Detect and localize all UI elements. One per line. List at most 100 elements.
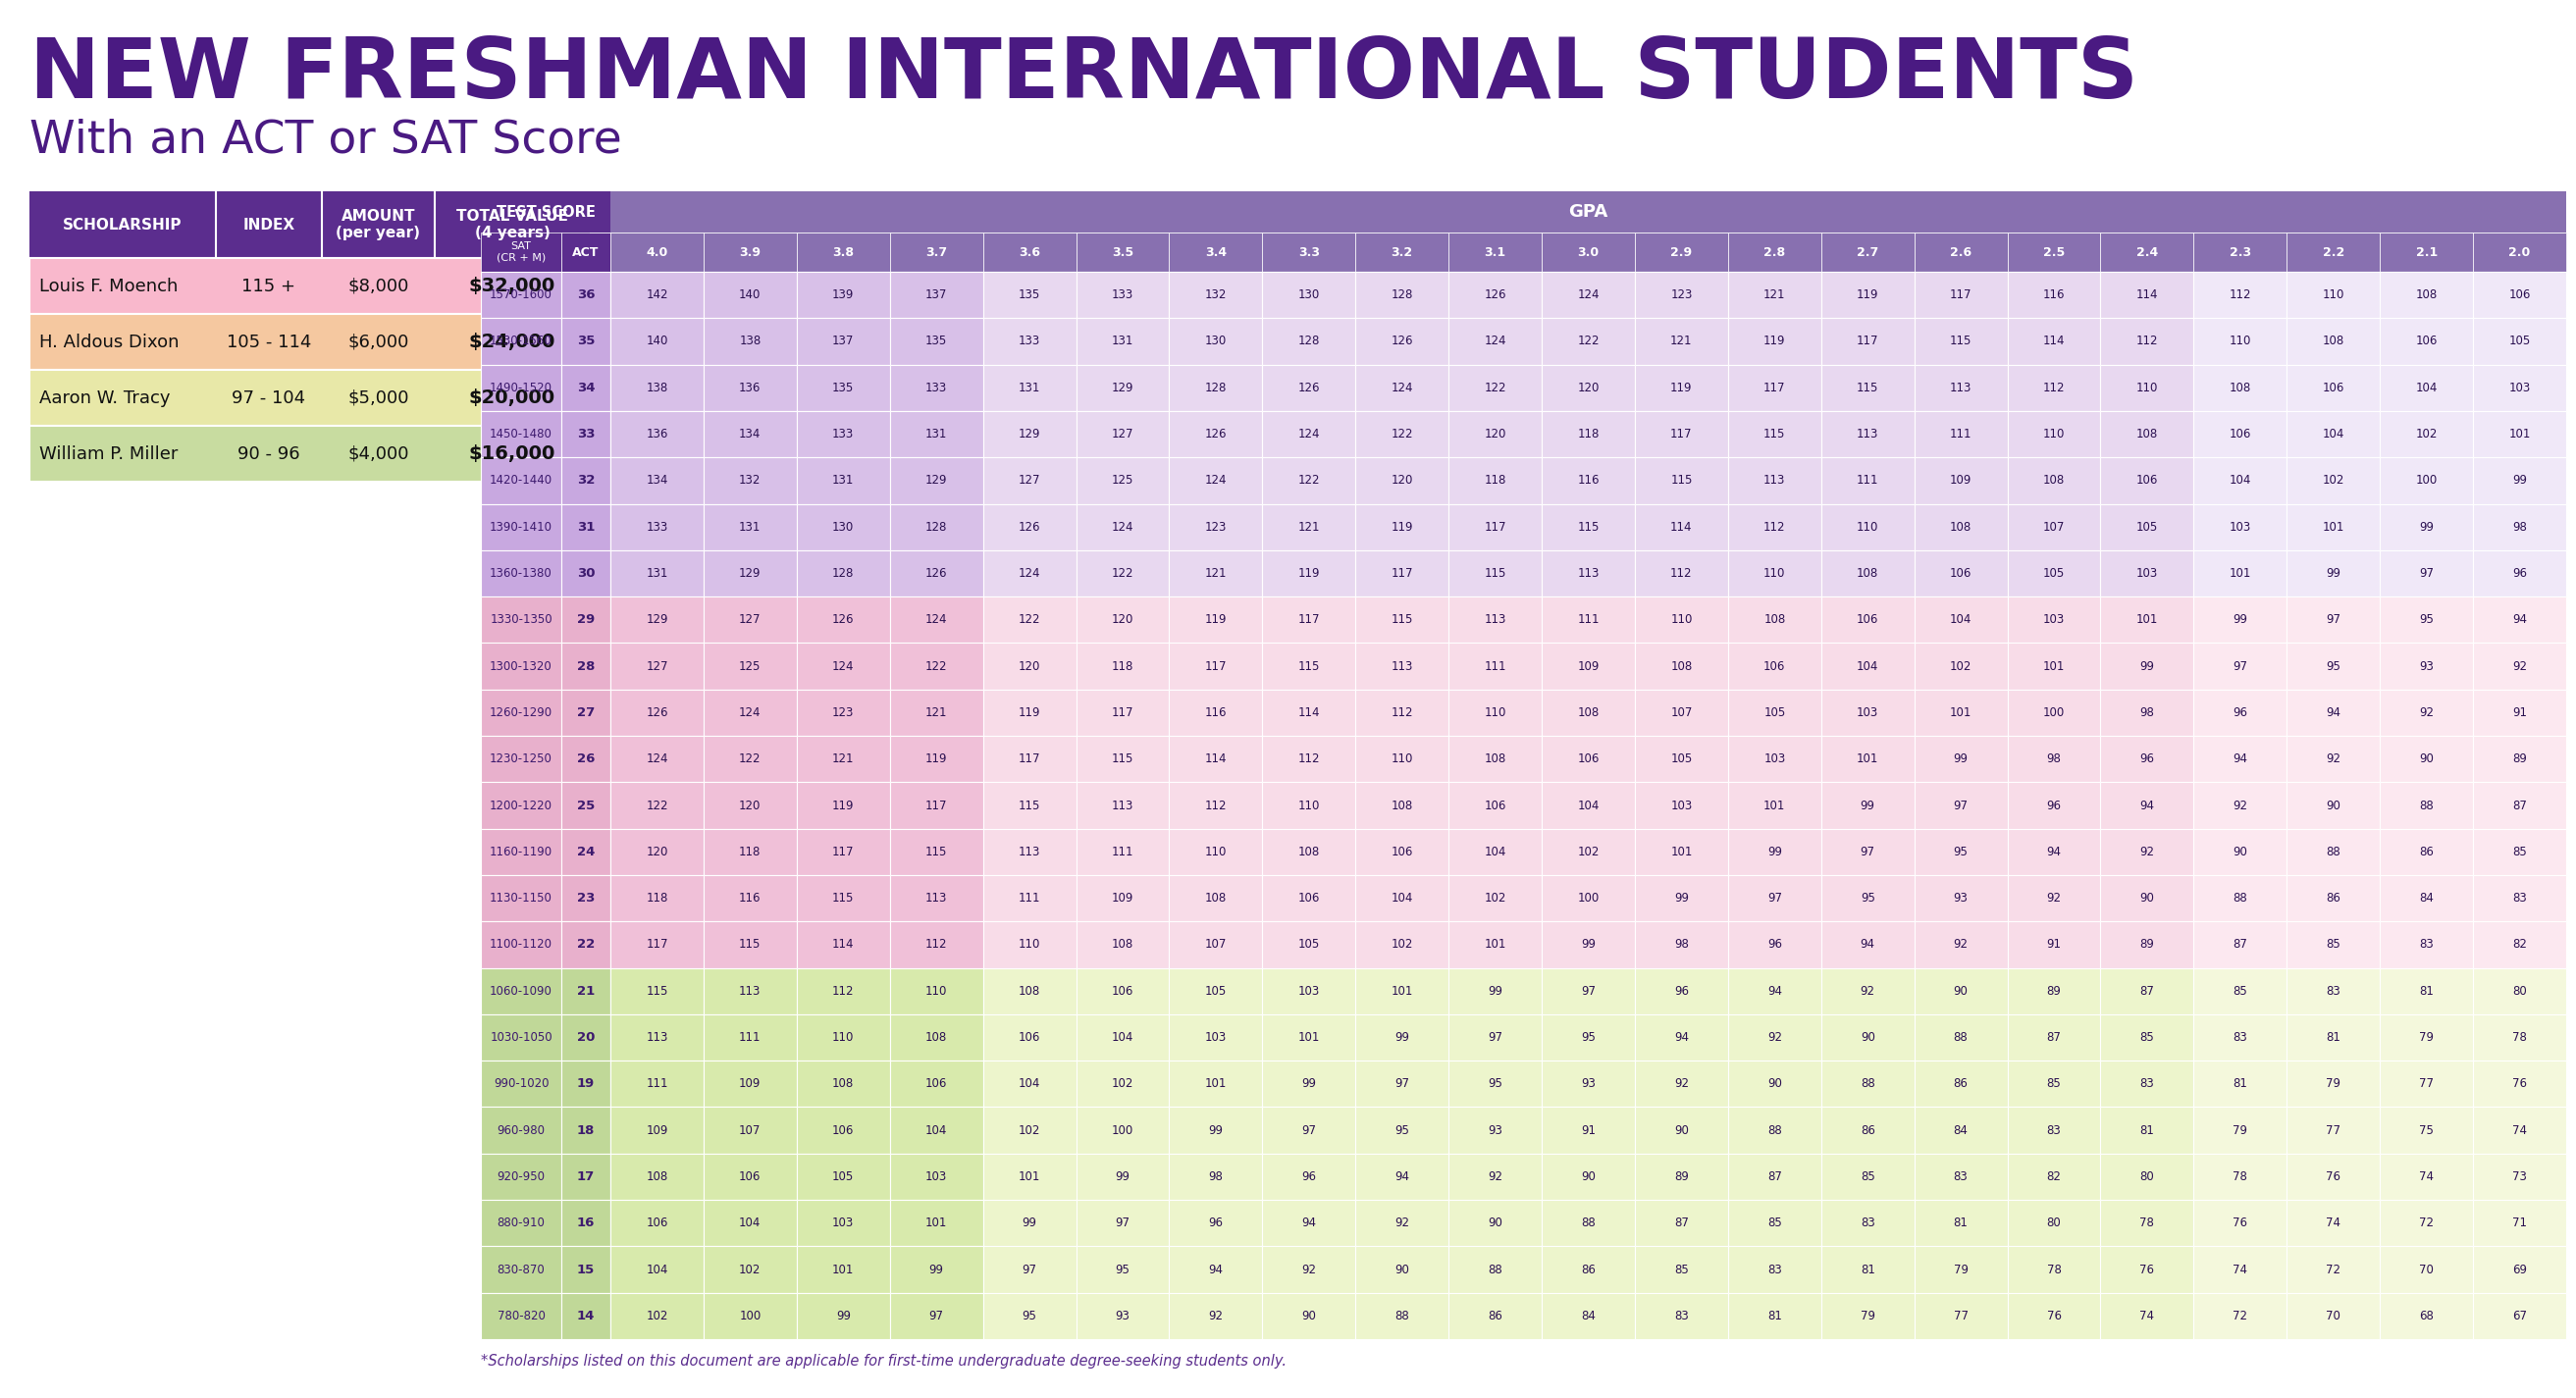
Text: 104: 104 <box>647 1264 667 1276</box>
Text: 84: 84 <box>1582 1310 1595 1323</box>
Text: 118: 118 <box>739 846 760 858</box>
FancyBboxPatch shape <box>703 457 796 503</box>
FancyBboxPatch shape <box>1540 643 1636 689</box>
Text: 115: 115 <box>739 938 760 951</box>
FancyBboxPatch shape <box>1355 829 1448 875</box>
FancyBboxPatch shape <box>1077 597 1170 643</box>
FancyBboxPatch shape <box>1728 503 1821 551</box>
FancyBboxPatch shape <box>1448 1293 1540 1339</box>
FancyBboxPatch shape <box>889 1015 984 1061</box>
Text: 122: 122 <box>1018 614 1041 626</box>
FancyBboxPatch shape <box>1170 829 1262 875</box>
FancyBboxPatch shape <box>2380 1293 2473 1339</box>
Text: 105: 105 <box>832 1170 855 1183</box>
Text: 94: 94 <box>1301 1216 1316 1229</box>
Text: 67: 67 <box>2512 1310 2527 1323</box>
FancyBboxPatch shape <box>2287 271 2380 319</box>
Text: 126: 126 <box>1298 382 1319 394</box>
Text: 103: 103 <box>925 1170 948 1183</box>
FancyBboxPatch shape <box>1540 1153 1636 1199</box>
FancyBboxPatch shape <box>1170 1107 1262 1153</box>
FancyBboxPatch shape <box>1170 411 1262 457</box>
Text: 119: 119 <box>1391 520 1414 534</box>
FancyBboxPatch shape <box>2099 1061 2195 1107</box>
FancyBboxPatch shape <box>1355 503 1448 551</box>
FancyBboxPatch shape <box>2380 365 2473 411</box>
Text: 85: 85 <box>2233 984 2246 997</box>
FancyBboxPatch shape <box>1448 967 1540 1015</box>
Text: 117: 117 <box>1484 520 1507 534</box>
FancyBboxPatch shape <box>796 232 889 271</box>
FancyBboxPatch shape <box>482 689 562 735</box>
FancyBboxPatch shape <box>2007 319 2099 365</box>
Text: 109: 109 <box>739 1078 760 1090</box>
FancyBboxPatch shape <box>1914 921 2007 967</box>
Text: $16,000: $16,000 <box>469 445 556 463</box>
Text: 124: 124 <box>1113 520 1133 534</box>
Text: 103: 103 <box>2136 568 2159 580</box>
FancyBboxPatch shape <box>611 551 703 597</box>
Text: 2.6: 2.6 <box>1950 246 1971 259</box>
FancyBboxPatch shape <box>1728 643 1821 689</box>
FancyBboxPatch shape <box>1728 1107 1821 1153</box>
FancyBboxPatch shape <box>703 689 796 735</box>
Text: 107: 107 <box>739 1124 760 1137</box>
Text: 131: 131 <box>1018 382 1041 394</box>
FancyBboxPatch shape <box>1262 597 1355 643</box>
Text: 99: 99 <box>2141 660 2154 672</box>
Text: 105 - 114: 105 - 114 <box>227 333 312 351</box>
FancyBboxPatch shape <box>1728 319 1821 365</box>
Text: 78: 78 <box>2512 1032 2527 1044</box>
FancyBboxPatch shape <box>2099 1015 2195 1061</box>
Text: 93: 93 <box>1953 892 1968 905</box>
FancyBboxPatch shape <box>2099 551 2195 597</box>
FancyBboxPatch shape <box>796 597 889 643</box>
Text: 128: 128 <box>1298 336 1319 348</box>
FancyBboxPatch shape <box>1914 597 2007 643</box>
Text: 14: 14 <box>577 1310 595 1323</box>
Text: 103: 103 <box>2136 568 2159 580</box>
Text: 91: 91 <box>2045 938 2061 951</box>
Text: 99: 99 <box>1115 1170 1131 1183</box>
Text: 85: 85 <box>2141 1032 2154 1044</box>
FancyBboxPatch shape <box>1077 319 1170 365</box>
FancyBboxPatch shape <box>2195 1153 2287 1199</box>
FancyBboxPatch shape <box>1077 783 1170 829</box>
FancyBboxPatch shape <box>796 643 889 689</box>
FancyBboxPatch shape <box>1355 921 1448 967</box>
FancyBboxPatch shape <box>2473 875 2566 921</box>
Text: 99: 99 <box>2512 474 2527 487</box>
Text: 117: 117 <box>1484 520 1507 534</box>
FancyBboxPatch shape <box>1636 1015 1728 1061</box>
Text: 90: 90 <box>2419 752 2434 766</box>
Text: 20: 20 <box>577 1032 595 1044</box>
FancyBboxPatch shape <box>1540 643 1636 689</box>
Text: 89: 89 <box>1674 1170 1690 1183</box>
FancyBboxPatch shape <box>2007 365 2099 411</box>
FancyBboxPatch shape <box>28 315 590 370</box>
FancyBboxPatch shape <box>562 1015 611 1061</box>
FancyBboxPatch shape <box>2195 1061 2287 1107</box>
FancyBboxPatch shape <box>2195 319 2287 365</box>
Text: 104: 104 <box>1391 892 1414 905</box>
Text: 108: 108 <box>647 1170 667 1183</box>
FancyBboxPatch shape <box>889 1199 984 1247</box>
Text: 116: 116 <box>739 892 760 905</box>
Text: 990-1020: 990-1020 <box>495 1078 549 1090</box>
FancyBboxPatch shape <box>1636 1247 1728 1293</box>
Text: 129: 129 <box>739 568 760 580</box>
Text: 114: 114 <box>2043 336 2066 348</box>
Text: 90: 90 <box>1860 1032 1875 1044</box>
FancyBboxPatch shape <box>2380 319 2473 365</box>
Text: 106: 106 <box>1018 1032 1041 1044</box>
Text: GPA: GPA <box>1569 203 1607 221</box>
Text: 97 - 104: 97 - 104 <box>232 389 307 407</box>
Text: 110: 110 <box>832 1032 855 1044</box>
FancyBboxPatch shape <box>2195 411 2287 457</box>
FancyBboxPatch shape <box>1448 643 1540 689</box>
Text: 108: 108 <box>1113 938 1133 951</box>
FancyBboxPatch shape <box>482 643 562 689</box>
Text: 84: 84 <box>1953 1124 1968 1137</box>
Text: 79: 79 <box>1953 1264 1968 1276</box>
Text: 88: 88 <box>1489 1264 1502 1276</box>
